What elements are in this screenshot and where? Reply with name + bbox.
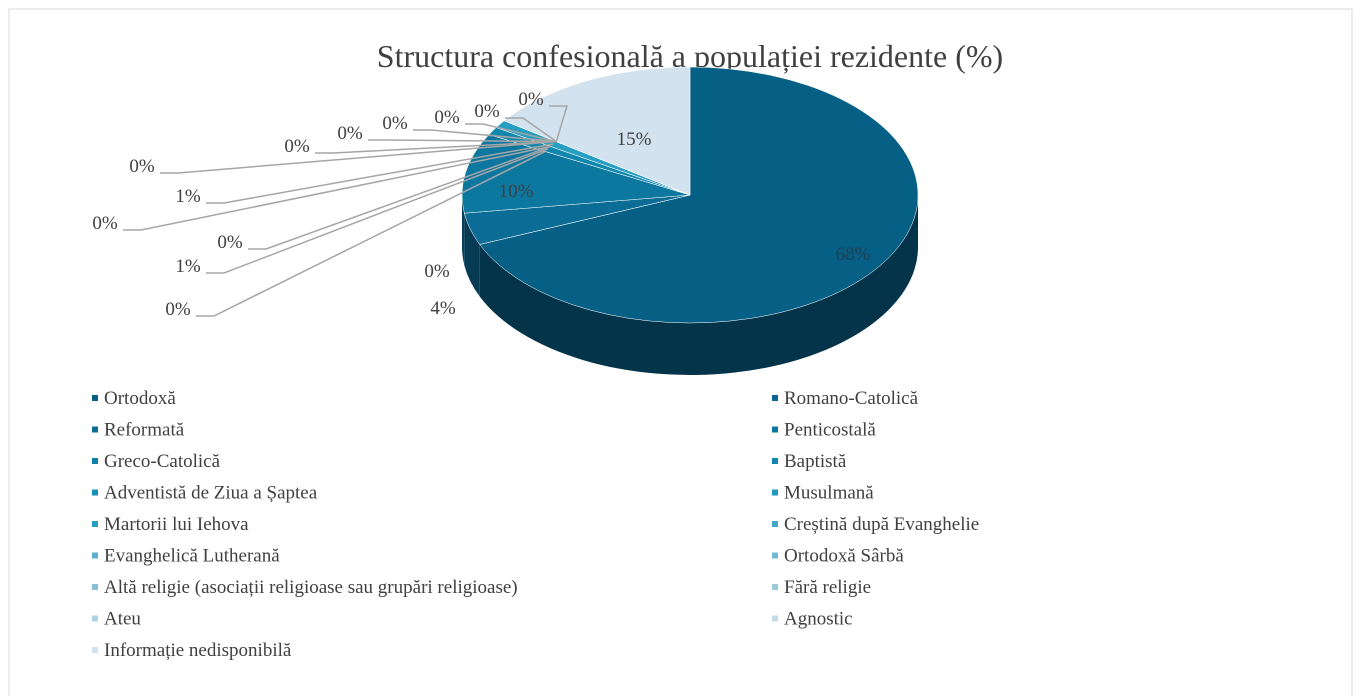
legend-label: Fără religie (784, 577, 871, 598)
data-label: 0% (165, 299, 191, 320)
legend-marker (92, 584, 98, 590)
data-label: 0% (474, 101, 500, 122)
leader-line (413, 129, 557, 143)
legend-marker (92, 552, 98, 559)
legend-marker (772, 395, 778, 401)
legend-label: Musulmană (784, 483, 874, 504)
legend-marker (772, 489, 778, 496)
legend-label: Evanghelică Lutherană (104, 546, 280, 567)
legend-marker (772, 521, 778, 527)
legend-label: Informație nedisponibilă (104, 640, 292, 661)
data-label: 0% (434, 107, 460, 128)
legend-label: Baptistă (784, 451, 847, 472)
pie-side (479, 195, 918, 375)
data-label: 15% (617, 129, 652, 150)
leader-line (505, 117, 557, 143)
data-label: 0% (518, 89, 544, 110)
legend-marker (92, 458, 98, 464)
legend-label: Altă religie (asociații religioase sau g… (104, 577, 518, 598)
leader-line (206, 143, 554, 204)
data-label: 0% (424, 261, 450, 282)
legend-label: Adventistă de Ziua a Șaptea (104, 483, 318, 504)
pie-slice (461, 134, 691, 214)
data-label: 0% (284, 136, 310, 157)
leader-line (465, 123, 557, 143)
legend-label: Ateu (104, 609, 141, 630)
legend-label: Creștină după Evanghelie (784, 514, 979, 535)
data-label: 1% (175, 256, 201, 277)
pie-side (462, 195, 465, 266)
data-label: 0% (337, 123, 363, 144)
legend-label: Romano-Catolică (784, 388, 919, 409)
pie-slice (479, 66, 919, 324)
legend-marker (772, 584, 778, 590)
legend-label: Ortodoxă (104, 388, 176, 409)
legend-marker (772, 552, 778, 559)
legend-marker (772, 615, 778, 622)
legend-label: Martorii lui Iehova (104, 514, 249, 535)
legend-label: Penticostală (784, 420, 876, 441)
legend-label: Ortodoxă Sârbă (784, 546, 904, 567)
legend-label: Reformată (104, 420, 185, 441)
data-label: 0% (129, 156, 155, 177)
legend-marker (92, 489, 98, 496)
leader-line (196, 150, 546, 317)
data-label: 68% (836, 244, 871, 265)
data-label: 4% (430, 298, 456, 319)
leader-line (123, 145, 551, 231)
legend-marker (92, 521, 98, 527)
legend-marker (92, 426, 98, 433)
legend-marker (92, 615, 98, 622)
data-label: 0% (382, 113, 408, 134)
leader-line (206, 148, 549, 274)
leader-line (248, 145, 551, 250)
legend-marker (92, 647, 98, 653)
legend-marker (92, 395, 98, 401)
legend-marker (772, 458, 778, 464)
data-label: 1% (175, 186, 201, 207)
leader-line (549, 105, 569, 142)
data-label: 10% (499, 181, 534, 202)
pie-side (464, 213, 480, 297)
leader-line (315, 140, 557, 154)
legend-marker (772, 426, 778, 433)
data-label: 0% (217, 232, 243, 253)
leader-line (160, 140, 557, 174)
pie-slice (503, 66, 691, 196)
legend-label: Greco-Catolică (104, 451, 221, 472)
legend-label: Agnostic (784, 609, 853, 630)
data-label: 0% (92, 213, 118, 234)
leader-line (368, 139, 557, 143)
